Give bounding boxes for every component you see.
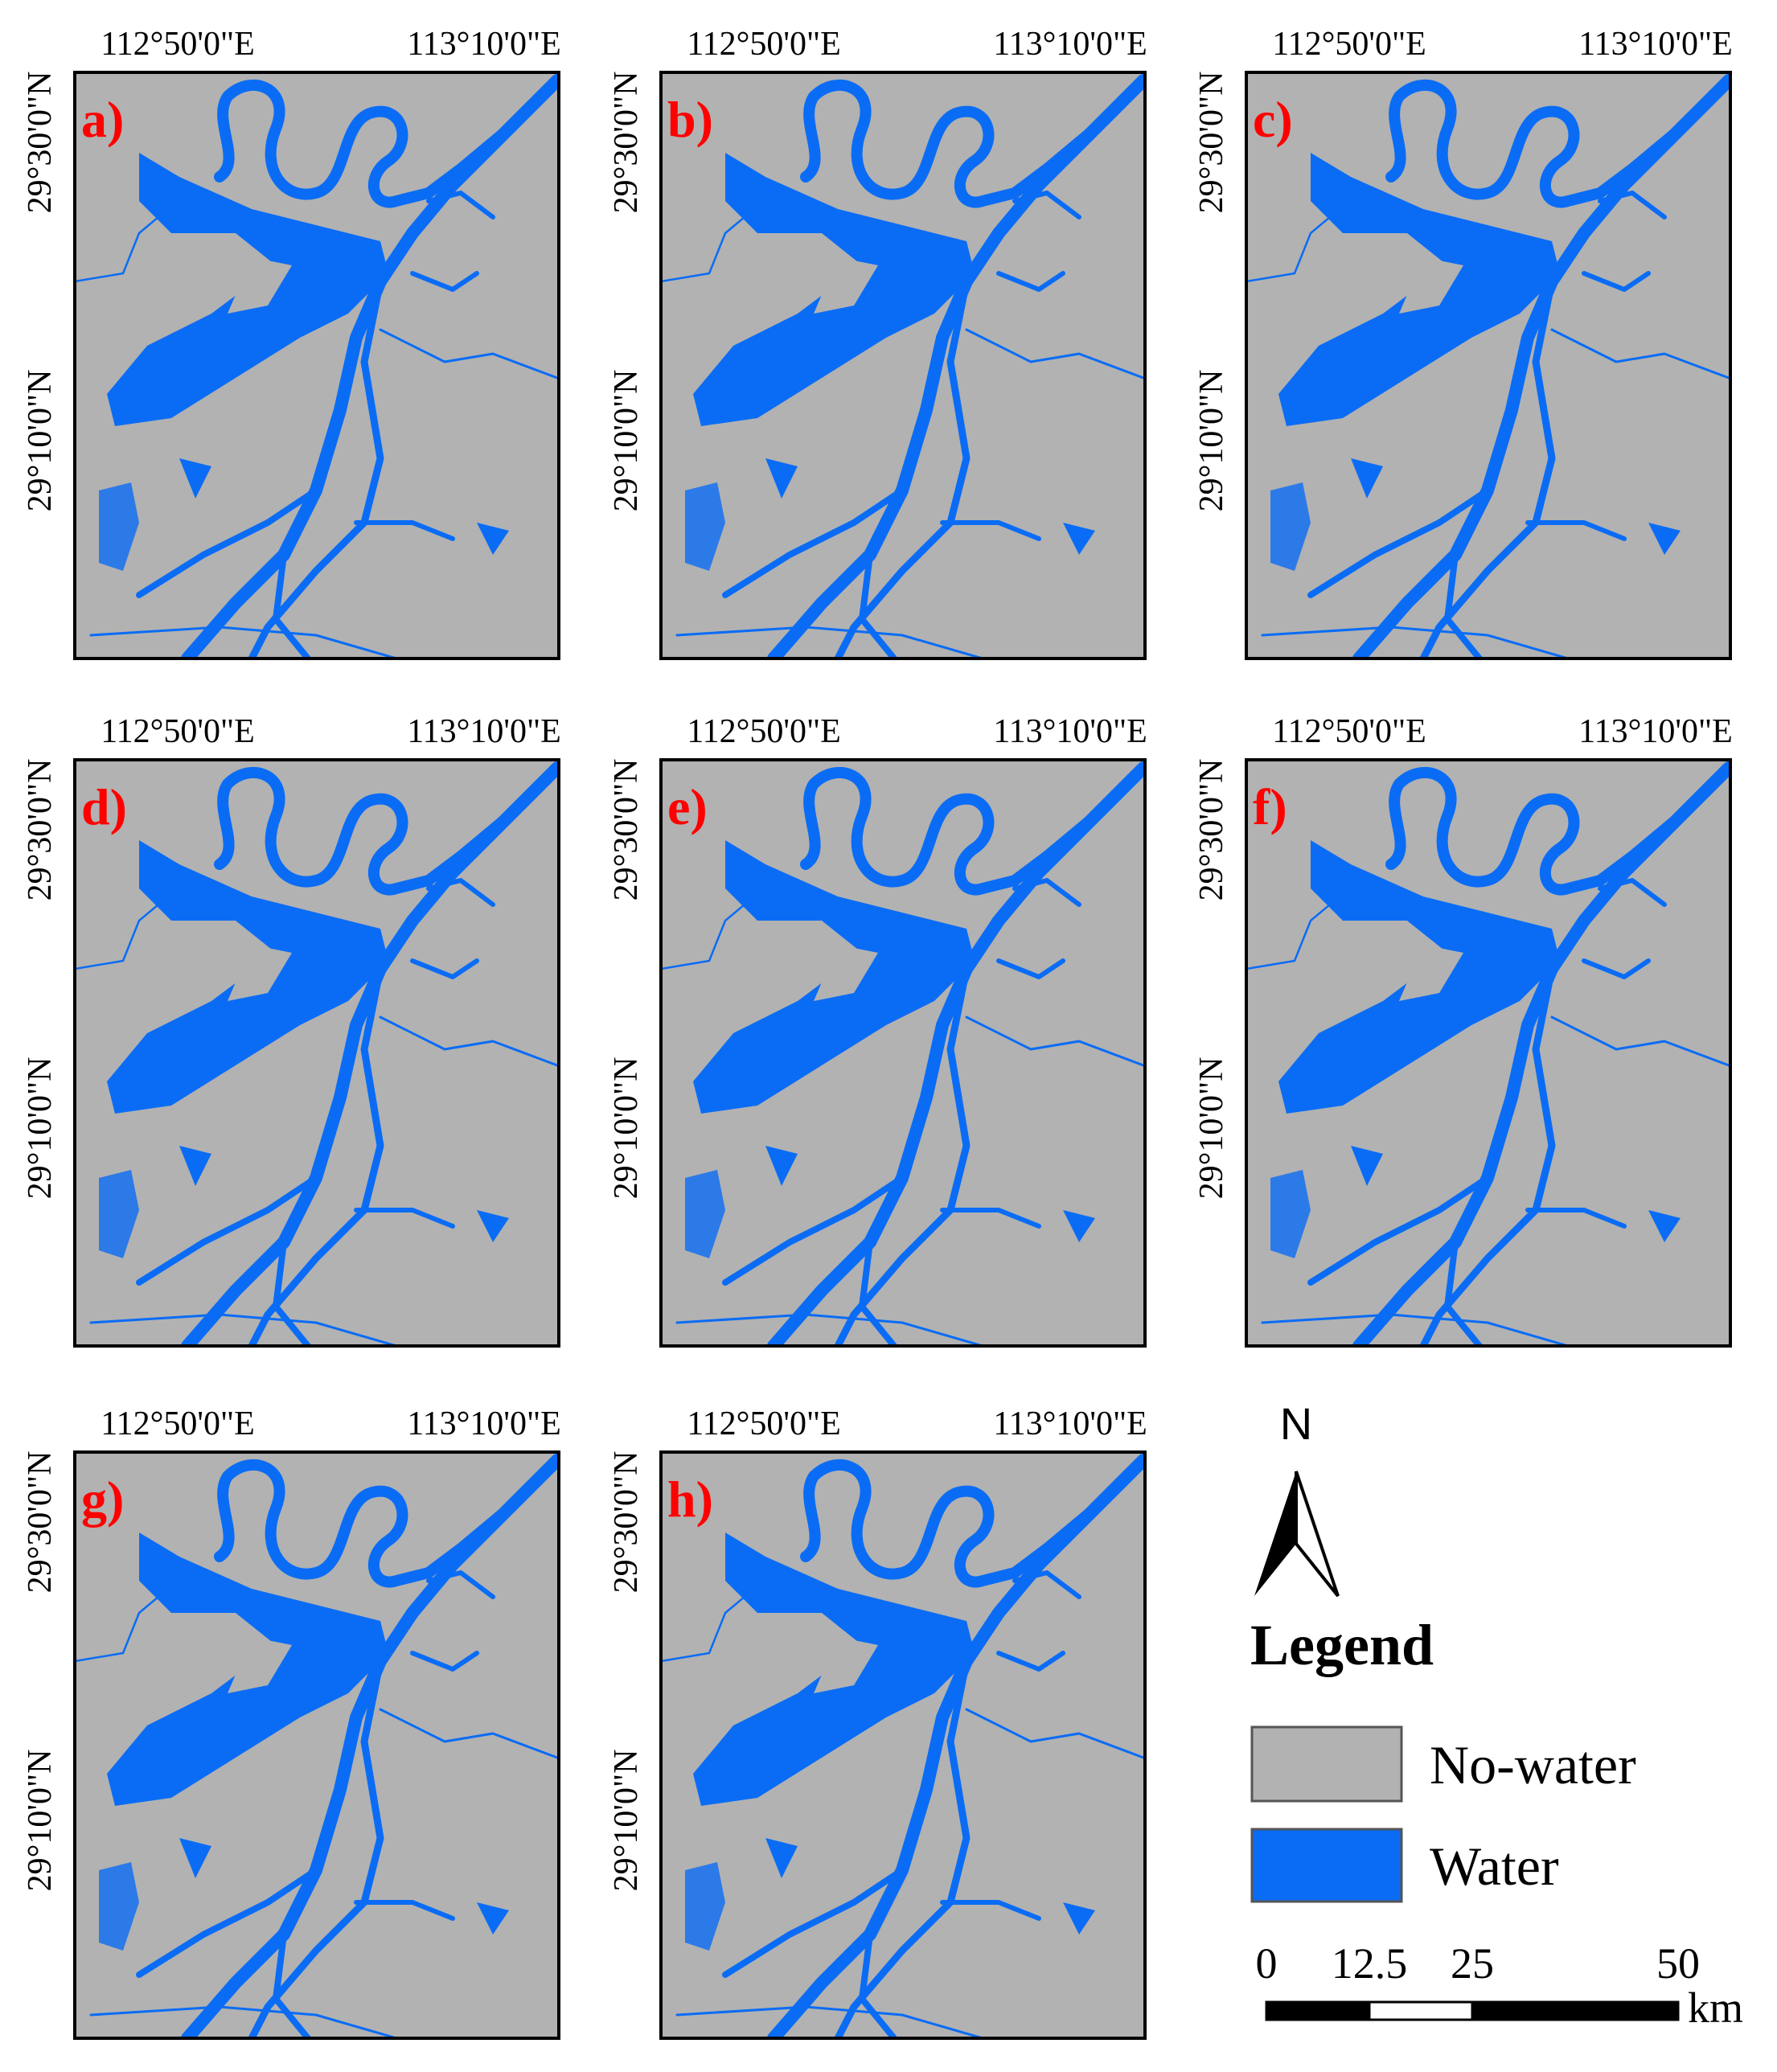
- legend-swatch: [1250, 1828, 1403, 1903]
- longitude-label: 113°10'0"E: [407, 713, 561, 750]
- map-frame: [1245, 758, 1732, 1348]
- map-panel: f) 112°50'0"E 113°10'0"E 29°30'0"N 29°10'0"N: [1193, 713, 1733, 1348]
- panel-label: f): [1253, 778, 1287, 835]
- map-frame: [659, 1450, 1147, 2040]
- water-map: [661, 760, 1145, 1346]
- map-frame: [73, 758, 560, 1348]
- water-map: [661, 72, 1145, 659]
- map-panel: a) 112°50'0"E 113°10'0"E 29°30'0"N 29°10'0"N: [22, 26, 561, 660]
- water-map: [75, 72, 559, 659]
- water-map: [661, 1452, 1145, 2038]
- map-frame: [659, 71, 1147, 660]
- latitude-label: 29°10'0"N: [608, 1057, 645, 1200]
- longitude-label: 113°10'0"E: [993, 1405, 1147, 1442]
- map-frame: [73, 1450, 560, 2040]
- latitude-label: 29°10'0"N: [1193, 1057, 1230, 1200]
- map-frame: [1245, 71, 1732, 660]
- panel-label: e): [667, 778, 708, 835]
- longitude-label: 112°50'0"E: [101, 26, 255, 63]
- map-panel: d) 112°50'0"E 113°10'0"E 29°30'0"N 29°10'0"N: [22, 713, 561, 1348]
- longitude-label: 113°10'0"E: [407, 26, 561, 63]
- north-label: N: [1280, 1398, 1312, 1449]
- latitude-label: 29°10'0"N: [608, 370, 645, 512]
- water-map: [1246, 760, 1730, 1346]
- scale-tick-label: 12.5: [1332, 1939, 1408, 1988]
- water-map: [75, 760, 559, 1346]
- legend-label: No-water: [1430, 1734, 1636, 1795]
- map-frame: [73, 71, 560, 660]
- map-panel: h) 112°50'0"E 113°10'0"E 29°30'0"N 29°10'0"N: [608, 1405, 1147, 2040]
- map-panel: c) 112°50'0"E 113°10'0"E 29°30'0"N 29°10'0"N: [1193, 26, 1733, 660]
- north-arrow: [1295, 1471, 1340, 1598]
- north-arrow: [1254, 1471, 1296, 1596]
- longitude-label: 112°50'0"E: [687, 713, 841, 750]
- map-panel: g) 112°50'0"E 113°10'0"E 29°30'0"N 29°10'0"N: [22, 1405, 561, 2040]
- water-map: [1246, 72, 1730, 659]
- scale-unit: km: [1688, 1984, 1743, 2032]
- longitude-label: 112°50'0"E: [101, 713, 255, 750]
- panel-label: b): [667, 91, 713, 148]
- latitude-label: 29°10'0"N: [1193, 370, 1230, 512]
- scale-segment: [1471, 2000, 1680, 2021]
- longitude-label: 113°10'0"E: [407, 1405, 561, 1442]
- map-frame: [659, 758, 1147, 1348]
- water-map: [75, 1452, 559, 2038]
- scale-tick-label: 0: [1256, 1939, 1278, 1988]
- scale-segment: [1368, 2000, 1474, 2021]
- panel-label: a): [81, 91, 124, 148]
- latitude-label: 29°30'0"N: [608, 72, 645, 214]
- longitude-label: 112°50'0"E: [101, 1405, 255, 1442]
- longitude-label: 113°10'0"E: [1578, 713, 1733, 750]
- latitude-label: 29°10'0"N: [22, 370, 59, 512]
- longitude-label: 112°50'0"E: [687, 26, 841, 63]
- panel-label: d): [81, 778, 127, 835]
- longitude-label: 113°10'0"E: [1578, 26, 1733, 63]
- legend-label: Water: [1430, 1836, 1559, 1897]
- scale-segment: [1265, 2000, 1371, 2021]
- latitude-label: 29°30'0"N: [1193, 759, 1230, 901]
- longitude-label: 113°10'0"E: [993, 26, 1147, 63]
- legend-swatch: [1250, 1725, 1403, 1803]
- latitude-label: 29°30'0"N: [608, 1451, 645, 1594]
- latitude-label: 29°10'0"N: [22, 1750, 59, 1892]
- longitude-label: 112°50'0"E: [1272, 26, 1426, 63]
- latitude-label: 29°30'0"N: [608, 759, 645, 901]
- latitude-label: 29°10'0"N: [608, 1750, 645, 1892]
- legend-title: Legend: [1250, 1613, 1434, 1677]
- map-panel: b) 112°50'0"E 113°10'0"E 29°30'0"N 29°10'0"N: [608, 26, 1147, 660]
- scale-tick-label: 25: [1451, 1939, 1494, 1988]
- panel-label: h): [667, 1471, 713, 1528]
- longitude-label: 112°50'0"E: [687, 1405, 841, 1442]
- map-panel: e) 112°50'0"E 113°10'0"E 29°30'0"N 29°10'0"N: [608, 713, 1147, 1348]
- longitude-label: 113°10'0"E: [993, 713, 1147, 750]
- scale-tick-label: 50: [1656, 1939, 1700, 1988]
- latitude-label: 29°30'0"N: [22, 759, 59, 901]
- longitude-label: 112°50'0"E: [1272, 713, 1426, 750]
- panel-label: c): [1253, 91, 1293, 148]
- latitude-label: 29°30'0"N: [22, 1451, 59, 1594]
- latitude-label: 29°30'0"N: [22, 72, 59, 214]
- panel-label: g): [81, 1471, 124, 1528]
- latitude-label: 29°30'0"N: [1193, 72, 1230, 214]
- latitude-label: 29°10'0"N: [22, 1057, 59, 1200]
